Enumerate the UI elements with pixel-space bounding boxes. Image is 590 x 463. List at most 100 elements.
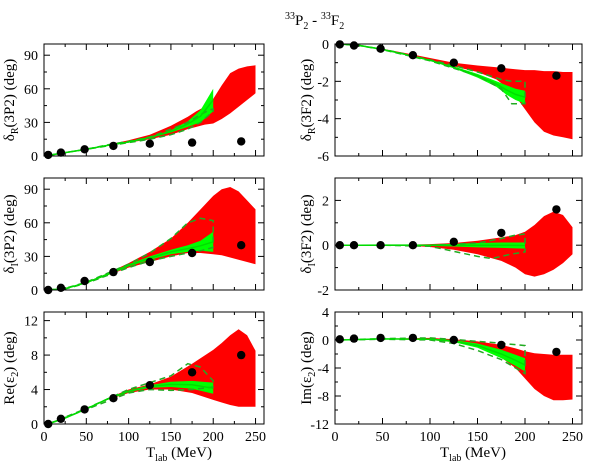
data-point <box>109 141 118 151</box>
x-tick-label: 250 <box>562 430 583 445</box>
green-dashed-band-outline <box>339 337 526 375</box>
y-title-rest: (3F2) (deg) <box>299 194 315 263</box>
data-point <box>449 237 458 246</box>
y-tick-label: 4 <box>322 306 329 321</box>
data-point <box>187 138 197 147</box>
y-tick-label: 30 <box>24 250 38 265</box>
y-title-sub: 2 <box>10 372 21 377</box>
data-point <box>552 205 561 214</box>
x-tick-label: 200 <box>515 430 536 445</box>
data-point <box>376 333 385 343</box>
y-axis-title: δI(3F2) (deg) <box>299 194 318 273</box>
panel-dI_3F2: 2 0 -2 δI(3F2) (deg) <box>299 177 583 299</box>
y-tick-label: 4 <box>31 384 38 399</box>
data-point <box>376 44 385 53</box>
x-axis-title-left: Tlab (MeV) <box>146 445 212 463</box>
red-uncertainty-band <box>339 44 573 140</box>
plot-area <box>339 337 573 401</box>
data-point <box>408 333 418 343</box>
y-title-rest: (3P2) (deg) <box>2 59 18 128</box>
data-point <box>187 248 197 258</box>
title-separator: - <box>308 13 321 29</box>
x-tick-label: 100 <box>118 430 139 445</box>
y-axis-title: δR(3P2) (deg) <box>2 59 21 141</box>
y-title-prefix: Re(ε <box>2 377 18 405</box>
y-axis-title: Im(ε2) (deg) <box>299 331 318 404</box>
y-title-rest: ) (deg) <box>299 331 315 371</box>
x-tick-label: 0 <box>41 430 48 445</box>
y-title-sub: I <box>307 263 318 266</box>
panel-frame <box>334 177 583 291</box>
x-axis-title-unit: (MeV) <box>461 445 506 461</box>
y-tick-label: 0 <box>322 239 329 254</box>
y-tick-label: 90 <box>24 49 38 64</box>
data-point <box>80 145 89 154</box>
data-point <box>349 41 359 50</box>
y-title-prefix: δ <box>299 134 315 141</box>
data-point <box>145 139 154 148</box>
y-axis-title: δR(3F2) (deg) <box>299 59 318 141</box>
y-title-sub: R <box>10 127 21 134</box>
x-axis-title-sub: lab <box>449 453 461 463</box>
data-point <box>80 276 89 286</box>
panel-frame <box>43 43 265 157</box>
data-point <box>56 414 66 423</box>
data-point <box>187 368 197 377</box>
y-tick-label: 0 <box>322 38 329 53</box>
data-point <box>56 283 66 292</box>
green-dashed-band-outline <box>47 362 214 424</box>
y-tick-label: 60 <box>24 83 38 98</box>
y-title-sub: R <box>307 127 318 134</box>
x-axis-title-unit: (MeV) <box>167 445 212 461</box>
data-point <box>335 335 344 344</box>
data-point <box>237 137 246 146</box>
data-point <box>497 340 506 350</box>
data-point <box>349 241 359 250</box>
data-point <box>109 394 118 403</box>
figure-title: 33P2 - 33F2 <box>285 11 344 32</box>
x-tick-label: 150 <box>467 430 488 445</box>
x-tick-label: 50 <box>79 430 93 445</box>
y-tick-label: 8 <box>31 349 38 364</box>
y-axis-title: Re(ε2) (deg) <box>2 331 21 404</box>
title-sub-1: 2 <box>303 21 308 32</box>
y-axis-title: δI(3P2) (deg) <box>2 194 21 273</box>
y-tick-label: -4 <box>317 113 329 128</box>
data-point <box>44 150 53 160</box>
data-point <box>449 58 458 67</box>
x-tick-label: 250 <box>245 430 266 445</box>
data-point <box>109 267 118 277</box>
x-axis-title-sub: lab <box>155 453 167 463</box>
y-title-rest: ) (deg) <box>2 331 18 371</box>
title-mass-number-1: 33 <box>285 11 295 22</box>
y-tick-label: 0 <box>31 150 38 165</box>
data-point <box>237 350 246 360</box>
plot-area <box>48 187 256 290</box>
panel-Im_eps2: 0 50 100 150 200 250 4 0 -4 -8 -12 Im(ε2) (deg) <box>299 306 583 445</box>
green-uncertainty-band <box>339 338 525 372</box>
y-title-rest: (3F2) (deg) <box>299 59 315 128</box>
title-sub-2: 2 <box>339 21 344 32</box>
data-point <box>237 241 246 250</box>
y-tick-label: -2 <box>317 284 329 299</box>
data-point <box>145 257 154 267</box>
plot-area <box>47 329 256 424</box>
data-point <box>145 381 154 390</box>
y-tick-label: -4 <box>317 362 329 377</box>
data-point <box>349 334 359 343</box>
x-tick-label: 200 <box>203 430 224 445</box>
panel-dR_3F2: 0 -2 -4 -6 δR(3F2) (deg) <box>299 38 583 165</box>
red-uncertainty-band <box>48 187 256 290</box>
y-tick-label: 0 <box>31 284 38 299</box>
y-tick-label: 0 <box>31 418 38 433</box>
data-point <box>497 228 506 238</box>
data-point <box>408 51 418 60</box>
title-letter-2: F <box>331 13 339 29</box>
title-letter-1: P <box>295 13 303 29</box>
y-tick-label: 30 <box>24 116 38 131</box>
data-point <box>56 148 66 157</box>
x-tick-label: 150 <box>160 430 181 445</box>
